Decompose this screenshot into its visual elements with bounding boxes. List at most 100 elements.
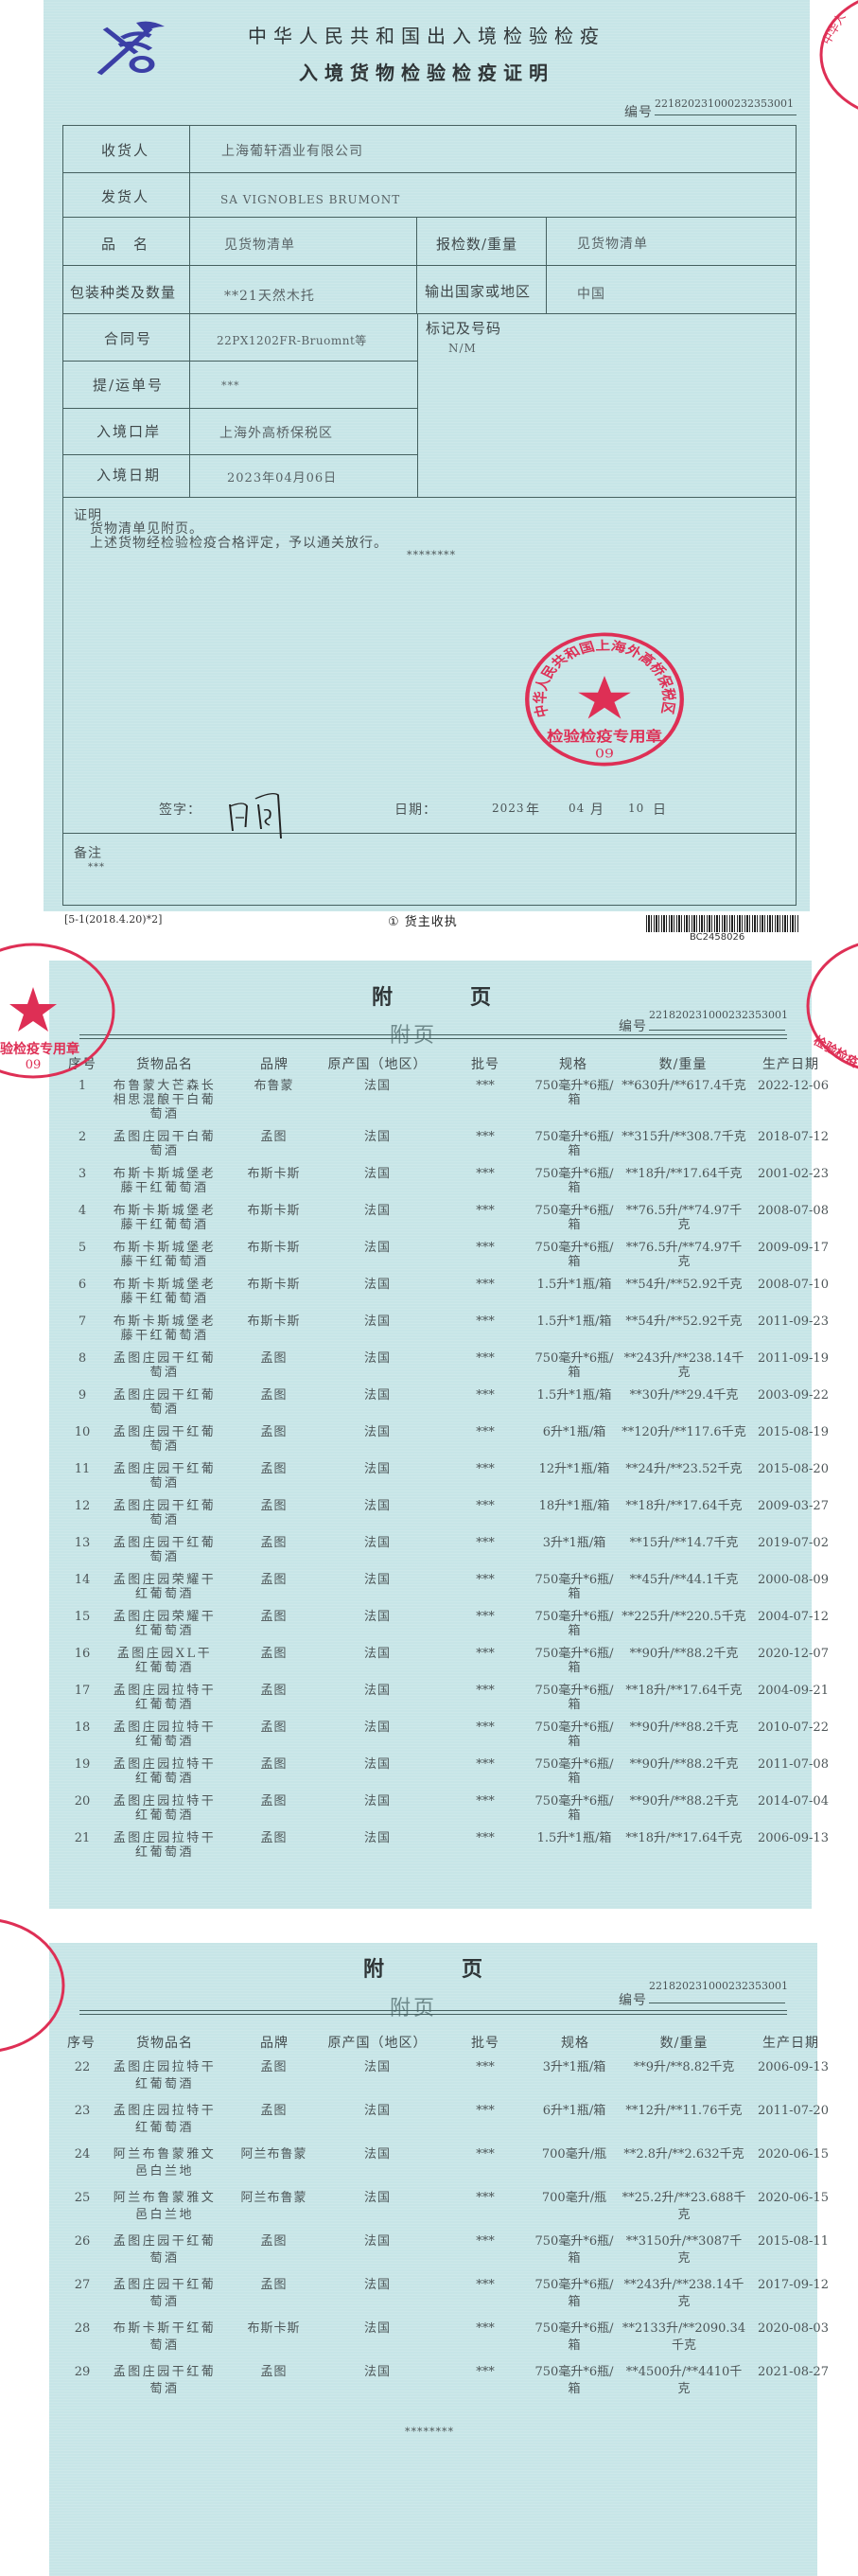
cell-brand: 孟图	[260, 1757, 288, 1772]
table-row: 22 孟图庄园拉特干红葡萄酒 孟图 法国 *** 3升*1瓶/箱 **9升/**8.82千克…	[0, 2059, 858, 2103]
cell-brand: 布斯卡斯	[247, 1314, 301, 1329]
cell-date: 2011-09-23	[758, 1314, 829, 1329]
cell-weight: **243升/**238.14千克	[623, 1351, 744, 1380]
entry-date-label: 入境日期	[96, 467, 162, 484]
table-row: 7 布斯卡斯城堡老藤干红葡萄酒 布斯卡斯 法国 *** 1.5升*1瓶/箱 **54升/**…	[0, 1314, 858, 1351]
cell-origin: 法国	[363, 1831, 391, 1845]
cell-origin: 法国	[363, 2365, 391, 2379]
cell-spec: 6升*1瓶/箱	[542, 2104, 606, 2118]
cell-brand: 孟图	[260, 1388, 288, 1403]
consignor-label: 发货人	[101, 188, 150, 205]
cell-no: 17	[74, 1684, 91, 1698]
cell-weight: **630升/**617.4千克	[622, 1079, 746, 1093]
cell-name: 孟图庄园拉特干红葡萄酒	[113, 2104, 217, 2135]
cell-name: 孟图庄园干红葡萄酒	[113, 1425, 217, 1454]
cell-date: 2011-07-20	[758, 2104, 829, 2118]
cell-brand: 孟图	[260, 2278, 288, 2292]
appendix-table-body: 1 布鲁蒙大芒森长相思混酿干白葡萄酒 布鲁蒙 法国 *** 750毫升*6瓶/箱 **630…	[0, 1079, 858, 1868]
cell-origin: 法国	[363, 1536, 391, 1550]
cell-date: 2004-07-12	[758, 1610, 829, 1624]
cell-brand: 布斯卡斯	[247, 1241, 301, 1255]
partial-seal-top-right: 中华人	[819, 0, 858, 110]
cell-date: 2022-12-06	[758, 1079, 829, 1093]
cell-spec: 750毫升*6瓶/箱	[534, 1241, 614, 1269]
cell-batch: ***	[476, 1425, 495, 1439]
cell-batch: ***	[476, 1757, 495, 1772]
cell-batch: ***	[476, 2321, 495, 2336]
cell-weight: **18升/**17.64千克	[625, 1684, 743, 1698]
cell-date: 2020-08-03	[758, 2321, 829, 2336]
product-name-label: 品 名	[101, 236, 150, 253]
cell-date: 2020-06-15	[758, 2191, 829, 2205]
cell-origin: 法国	[363, 1130, 391, 1144]
appendix-title-left: 附	[372, 986, 394, 1010]
statement-label: 证明	[74, 508, 102, 523]
header-rule	[79, 1034, 787, 1039]
appendix-title-left: 附	[363, 1958, 385, 1982]
sign-date-year: 2023	[492, 802, 525, 815]
cell-origin: 法国	[363, 1573, 391, 1587]
cell-no: 6	[78, 1278, 87, 1292]
cell-spec: 750毫升*6瓶/箱	[534, 1130, 614, 1158]
cell-brand: 孟图	[260, 1536, 288, 1550]
cell-date: 2015-08-19	[758, 1425, 829, 1439]
cell-name: 孟图庄园干红葡萄酒	[113, 1388, 217, 1417]
table-row: 15 孟图庄园荣耀干红葡萄酒 孟图 法国 *** 750毫升*6瓶/箱 **225升/**2…	[0, 1610, 858, 1647]
cell-no: 16	[74, 1647, 91, 1661]
table-row: 1 布鲁蒙大芒森长相思混酿干白葡萄酒 布鲁蒙 法国 *** 750毫升*6瓶/箱 **630…	[0, 1079, 858, 1130]
cell-spec: 750毫升*6瓶/箱	[534, 2278, 614, 2309]
cell-batch: ***	[476, 2365, 495, 2379]
cell-origin: 法国	[363, 1278, 391, 1292]
cell-date: 2009-03-27	[758, 1499, 829, 1513]
cell-weight: **315升/**308.7千克	[622, 1130, 746, 1144]
table-row: 26 孟图庄园干红葡萄酒 孟图 法国 *** 750毫升*6瓶/箱 **3150升/**30…	[0, 2233, 858, 2277]
col-brand: 品牌	[260, 1057, 289, 1072]
cell-name: 布斯卡斯城堡老藤干红葡萄酒	[113, 1278, 217, 1306]
cell-no: 18	[74, 1720, 91, 1735]
cell-brand: 孟图	[260, 1499, 288, 1513]
declared-quantity-label: 报检数/重量	[436, 236, 518, 253]
cell-origin: 法国	[363, 1720, 391, 1735]
cell-weight: **18升/**17.64千克	[625, 1831, 743, 1845]
cell-date: 2011-09-19	[758, 1351, 829, 1366]
cell-spec: 750毫升*6瓶/箱	[534, 1204, 614, 1232]
cell-brand: 孟图	[260, 1130, 288, 1144]
appendix-number: 221820231000232353001	[649, 1980, 788, 1992]
cell-origin: 法国	[363, 1647, 391, 1661]
seal-code: 09	[595, 747, 614, 761]
cell-date: 2018-07-12	[758, 1130, 829, 1144]
cell-date: 2006-09-13	[758, 2060, 829, 2074]
cell-origin: 法国	[363, 2104, 391, 2118]
cell-name: 阿兰布鲁蒙雅文邑白兰地	[113, 2191, 217, 2222]
cell-no: 8	[78, 1351, 87, 1366]
marks-value: N/M	[448, 342, 477, 355]
table-row: 21 孟图庄园拉特干红葡萄酒 孟图 法国 *** 1.5升*1瓶/箱 **18升/**17.…	[0, 1831, 858, 1868]
cell-date: 2017-09-12	[758, 2278, 829, 2292]
sign-date-year-unit: 年	[526, 803, 540, 818]
cell-name: 孟图庄园XL干红葡萄酒	[116, 1647, 213, 1675]
cell-no: 13	[74, 1536, 91, 1550]
cell-spec: 750毫升*6瓶/箱	[534, 1757, 614, 1786]
table-row: 29 孟图庄园干红葡萄酒 孟图 法国 *** 750毫升*6瓶/箱 **4500升/**44…	[0, 2364, 858, 2408]
cell-batch: ***	[476, 1462, 495, 1476]
cell-origin: 法国	[363, 1684, 391, 1698]
cell-batch: ***	[476, 2234, 495, 2249]
cell-spec: 3升*1瓶/箱	[542, 2060, 606, 2074]
table-row: 14 孟图庄园荣耀干红葡萄酒 孟图 法国 *** 750毫升*6瓶/箱 **45升/**44…	[0, 1573, 858, 1610]
bill-no-label: 提/运单号	[93, 377, 165, 394]
cell-batch: ***	[476, 1573, 495, 1587]
table-row: 24 阿兰布鲁蒙雅文邑白兰地 阿兰布鲁蒙 法国 *** 700毫升/瓶 **2.8升/**2…	[0, 2146, 858, 2190]
sign-date-month-unit: 月	[590, 803, 604, 818]
appendix-subtitle: 附页	[390, 1997, 438, 2020]
cell-name: 孟图庄园干红葡萄酒	[113, 1462, 217, 1491]
cell-no: 2	[78, 1130, 87, 1144]
appendix-table-body: 22 孟图庄园拉特干红葡萄酒 孟图 法国 *** 3升*1瓶/箱 **9升/**8.82千克…	[0, 2059, 858, 2408]
cell-name: 布斯卡斯干红葡萄酒	[113, 2321, 217, 2353]
col-weight: 数/重量	[658, 1057, 708, 1072]
cell-name: 孟图庄园荣耀干红葡萄酒	[113, 1610, 217, 1638]
appendix-page-1	[49, 961, 812, 1909]
cell-weight: **18升/**17.64千克	[625, 1167, 743, 1181]
table-row: 17 孟图庄园拉特干红葡萄酒 孟图 法国 *** 750毫升*6瓶/箱 **18升/**17…	[0, 1684, 858, 1720]
appendix-title-right: 页	[462, 1958, 483, 1982]
